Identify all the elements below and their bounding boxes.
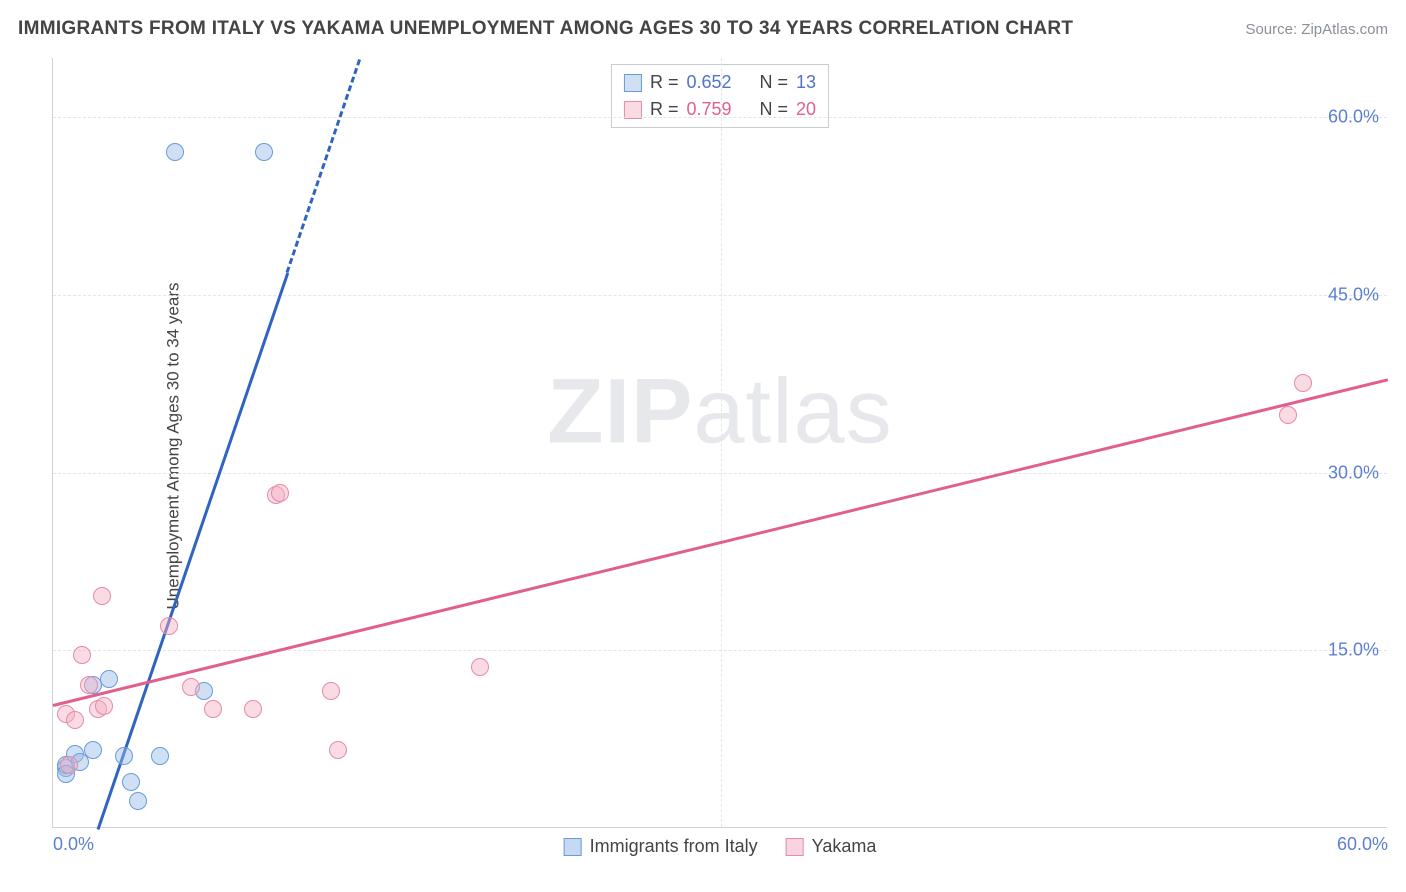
data-point — [73, 646, 91, 664]
data-point — [80, 676, 98, 694]
data-point — [84, 741, 102, 759]
data-point — [151, 747, 169, 765]
legend-label: Yakama — [812, 836, 877, 857]
chart-title: IMMIGRANTS FROM ITALY VS YAKAMA UNEMPLOY… — [18, 18, 1073, 40]
legend-label: Immigrants from Italy — [590, 836, 758, 857]
data-point — [1294, 374, 1312, 392]
watermark-rest: atlas — [693, 360, 892, 462]
y-tick-label: 45.0% — [1328, 284, 1379, 305]
legend-n-label: N = — [760, 96, 789, 123]
legend-swatch — [624, 101, 642, 119]
legend-item: Immigrants from Italy — [564, 836, 758, 857]
title-bar: IMMIGRANTS FROM ITALY VS YAKAMA UNEMPLOY… — [18, 18, 1388, 40]
data-point — [60, 756, 78, 774]
legend-item: Yakama — [786, 836, 877, 857]
legend-r-label: R = — [650, 69, 679, 96]
legend-n-value: 13 — [796, 69, 816, 96]
y-tick-label: 15.0% — [1328, 640, 1379, 661]
data-point — [93, 587, 111, 605]
data-point — [244, 700, 262, 718]
legend-swatch — [624, 74, 642, 92]
data-point — [471, 658, 489, 676]
data-point — [100, 670, 118, 688]
legend-series: Immigrants from Italy Yakama — [564, 836, 877, 857]
data-point — [95, 697, 113, 715]
data-point — [160, 617, 178, 635]
legend-r-value: 0.759 — [686, 96, 731, 123]
grid-line-v — [721, 58, 722, 827]
x-tick-label: 60.0% — [1337, 834, 1388, 855]
data-point — [322, 682, 340, 700]
source-label: Source: ZipAtlas.com — [1245, 21, 1388, 38]
legend-swatch — [786, 838, 804, 856]
data-point — [271, 484, 289, 502]
data-point — [122, 773, 140, 791]
data-point — [255, 143, 273, 161]
data-point — [166, 143, 184, 161]
data-point — [1279, 406, 1297, 424]
watermark-bold: ZIP — [547, 360, 693, 462]
y-tick-label: 30.0% — [1328, 462, 1379, 483]
legend-n-label: N = — [760, 69, 789, 96]
trend-line — [286, 59, 362, 273]
y-tick-label: 60.0% — [1328, 107, 1379, 128]
x-tick-label: 0.0% — [53, 834, 94, 855]
data-point — [129, 792, 147, 810]
legend-n-value: 20 — [796, 96, 816, 123]
data-point — [66, 711, 84, 729]
data-point — [329, 741, 347, 759]
data-point — [204, 700, 222, 718]
data-point — [115, 747, 133, 765]
plot-area: ZIPatlas R =0.652N =13R =0.759N =20 Immi… — [52, 58, 1387, 828]
legend-swatch — [564, 838, 582, 856]
legend-r-value: 0.652 — [686, 69, 731, 96]
legend-r-label: R = — [650, 96, 679, 123]
data-point — [182, 678, 200, 696]
